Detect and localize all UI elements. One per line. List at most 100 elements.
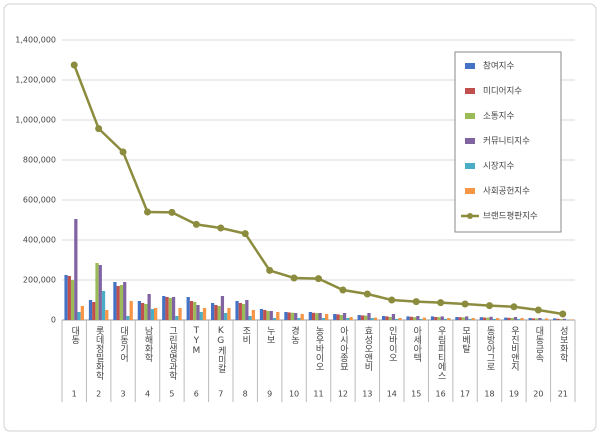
line-point [266,266,274,274]
bar [395,319,399,320]
legend-swatch [465,88,475,94]
bar [528,318,532,320]
bar [382,316,386,320]
bar [116,286,120,320]
bar [357,315,361,320]
bar [556,318,560,320]
x-tick-label: 농우바이오 [314,326,324,371]
bar [199,312,203,320]
bar [325,314,329,320]
bar [80,306,84,320]
bar [562,318,567,320]
category-number: 14 [387,390,397,399]
bar [486,317,490,320]
bar [144,304,148,320]
bar [227,308,231,320]
line-point [388,296,396,304]
category-number: 9 [267,390,272,399]
category-number: 1 [72,390,77,399]
bar [263,310,267,320]
bar [235,301,239,320]
bar [74,219,78,320]
bar [294,313,298,320]
bar [364,315,368,320]
bar [220,296,225,320]
x-tick-label: 대동기어 [118,326,128,363]
bar [202,308,207,320]
bar [559,319,563,320]
bar [211,303,215,320]
x-tick-label: 대동 [69,326,79,344]
bar [569,319,573,320]
bar [266,311,270,320]
y-tick-label: 0 [51,316,56,325]
bar [70,280,75,320]
x-tick-label: 우림피티에스 [436,326,446,380]
category-number: 3 [121,390,126,399]
bar [482,317,487,320]
bar [422,317,426,320]
bar [251,310,255,320]
y-tick-label: 1,000,000 [15,116,56,125]
bar [284,312,288,320]
line-point [559,310,567,318]
category-number: 13 [362,390,372,399]
bar [553,318,557,320]
bar [541,319,545,320]
bar [373,317,378,320]
line-point [290,274,298,282]
legend-swatch [465,188,475,194]
bar [367,313,371,320]
bar [98,265,102,320]
bar [175,316,179,320]
bar [321,318,326,320]
bar [214,305,218,320]
legend-label: 시장지수 [483,161,514,172]
x-tick-label: 경농 [289,325,299,344]
category-number: 4 [145,390,150,399]
bar [269,311,273,320]
bar [67,276,71,320]
y-tick-label: 400,000 [23,236,56,245]
x-tick-label: 인바이오 [387,326,397,362]
category-number: 12 [338,390,348,399]
line-point [144,208,151,216]
bar [342,313,347,320]
bar [77,312,81,320]
bar [140,303,145,320]
category-number: 20 [533,390,543,399]
bar [101,291,106,320]
line-point [217,224,225,232]
x-tick-label: 누보 [265,326,275,344]
x-tick-label: 남해화학 [143,326,153,363]
bar [468,319,472,320]
legend-swatch [465,138,475,144]
line-point [363,290,371,298]
category-number: 11 [313,390,323,399]
x-tick-label: 성보화학 [558,326,568,363]
x-tick-label: 우진비앤지 [509,326,519,372]
category-number: 6 [194,390,199,399]
bar [241,304,246,320]
bar [336,314,340,320]
bar [510,318,514,320]
bar [479,317,483,320]
bar [531,318,536,320]
x-tick-label: 모베탈 [460,326,470,353]
legend-label: 사회공헌지수 [483,187,530,197]
x-tick-label: 동방아그로 [485,326,495,371]
bar [388,317,392,320]
category-number: 15 [411,390,421,399]
bar [287,312,291,320]
legend-swatch [465,113,475,119]
line-point [241,230,249,238]
line-point [437,299,445,307]
bar [517,319,521,320]
bar [238,303,242,320]
line-point [339,286,347,294]
bar [385,316,389,320]
frame [3,3,597,432]
bar [416,316,420,320]
bar [245,300,249,320]
